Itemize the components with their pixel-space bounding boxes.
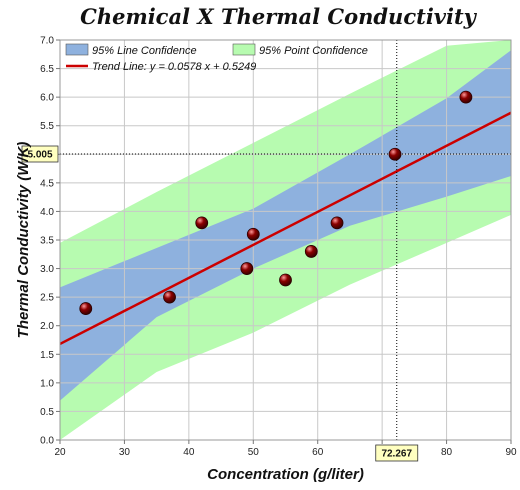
data-point [330,216,344,230]
crosshair-x-value: 72.267 [381,449,412,460]
crosshair-labels: 5.005 72.267 [21,145,419,462]
y-tick-label: 5.5 [40,121,54,132]
y-tick-label: 3.0 [40,264,54,275]
data-point [79,302,93,315]
crosshair-y-value: 5.005 [27,150,52,161]
data-point [163,290,176,304]
x-tick-label: 50 [248,447,260,458]
legend-swatch-line-confidence [65,43,89,56]
x-tick-label: 30 [119,447,131,458]
x-tick-label: 90 [505,447,517,458]
x-tick-label: 40 [183,447,195,458]
legend-swatch-point-confidence [232,43,256,56]
x-axis-title: Concentration (g/liter) [207,466,364,483]
y-tick-label: 4.5 [40,178,54,189]
x-tick-label: 20 [54,447,66,458]
x-axis-ticks: 2030405060708090 [54,440,517,458]
y-tick-label: 3.5 [40,236,54,247]
y-axis-title: Thermal Conductivity (W/K) [15,142,32,339]
y-axis-ticks: 0.00.51.01.52.02.53.03.54.04.55.05.56.06… [40,36,60,447]
y-tick-label: 4.0 [40,207,54,218]
legend-label-point-confidence: 95% Point Confidence [259,45,368,57]
y-tick-label: 2.0 [40,321,54,332]
crosshair-x-value-box [375,444,419,462]
legend: 95% Line Confidence 95% Point Confidence… [65,43,368,73]
y-tick-label: 6.5 [40,64,54,75]
legend-label-line-confidence: 95% Line Confidence [92,45,197,57]
data-point [240,262,254,275]
crosshair-y-value-box [21,145,59,163]
data-points [79,90,473,315]
y-tick-label: 2.5 [40,293,54,304]
y-tick-label: 0.5 [40,407,54,418]
plot-area [59,39,512,441]
x-tick-label: 60 [312,447,324,458]
data-point [388,147,402,161]
data-point [459,90,473,104]
y-tick-label: 1.5 [40,350,54,361]
x-tick-label: 80 [441,447,453,458]
data-point [195,216,209,230]
y-tick-label: 7.0 [40,36,54,47]
chart-title: Chemical X Thermal Conductivity [80,4,478,29]
data-point [279,273,292,287]
data-point [304,245,318,258]
y-tick-label: 1.0 [40,378,54,389]
y-tick-label: 6.0 [40,93,54,104]
y-tick-label: 0.0 [40,436,54,447]
line-confidence-band [60,50,511,401]
trend-line [59,111,512,346]
data-point [246,227,260,241]
legend-label-trend-line: Trend Line: y = 0.0578 x + 0.5249 [92,61,256,73]
